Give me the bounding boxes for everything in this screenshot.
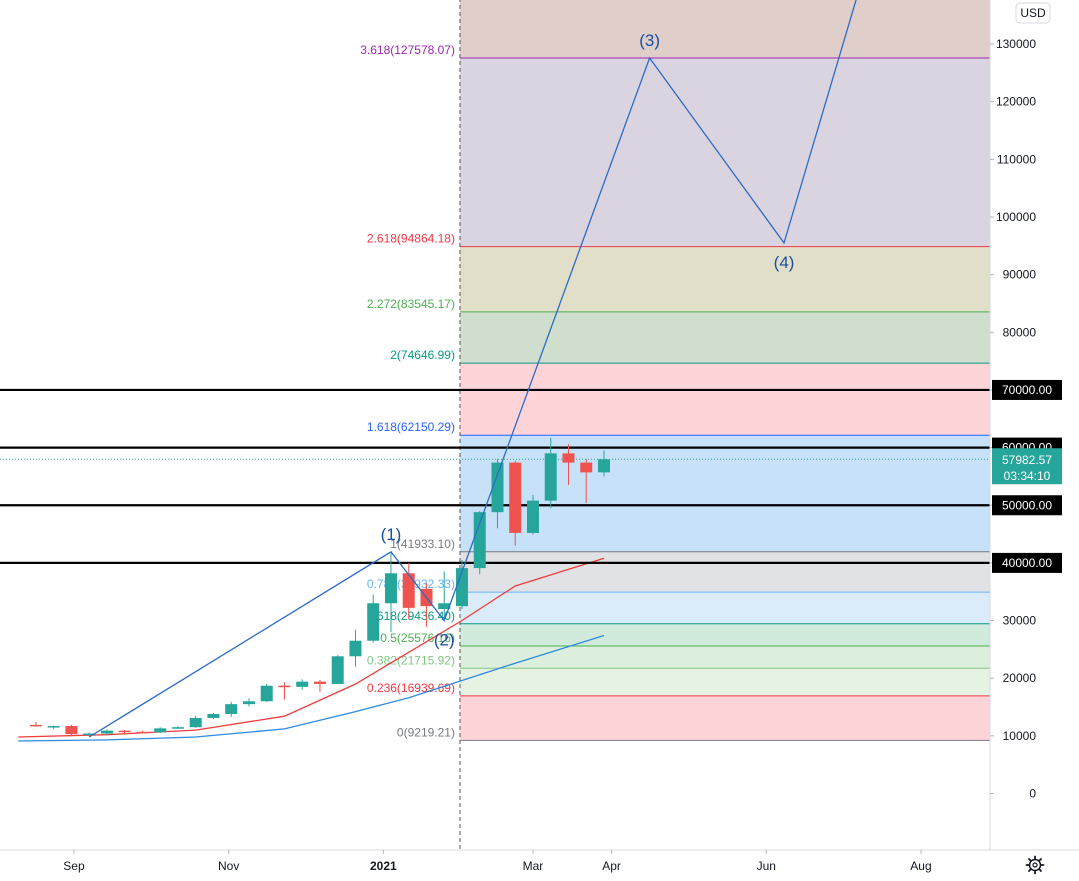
x-tick-label: 2021 xyxy=(370,859,397,873)
fib-zone xyxy=(459,623,990,647)
candle-body xyxy=(278,685,291,688)
price-tag xyxy=(992,379,1062,400)
fib-level-label: 2.272(83545.17) xyxy=(367,297,455,311)
y-tick-label: 90000 xyxy=(1003,268,1037,282)
candlesticks xyxy=(29,437,610,737)
candle-body xyxy=(296,681,309,687)
fib-zone xyxy=(459,646,990,669)
time-axis-background[interactable] xyxy=(0,850,990,881)
moving-average-line xyxy=(18,634,605,742)
x-tick-label: Apr xyxy=(602,859,621,873)
elliott-wave-path[interactable]: (1) (2) (3) (4) xyxy=(88,0,860,738)
x-tick-label: Jun xyxy=(757,859,776,873)
candle-body xyxy=(455,568,468,607)
y-tick-label: 20000 xyxy=(1003,671,1037,685)
candle-body xyxy=(313,681,326,684)
candle-body xyxy=(367,603,380,641)
settings-gear-icon[interactable] xyxy=(1025,855,1045,875)
x-tick-label: Nov xyxy=(218,859,239,873)
candle-body xyxy=(189,717,202,728)
last-price-tag xyxy=(992,448,1062,485)
fib-zone xyxy=(459,668,990,696)
fibonacci-extension[interactable]: 0(9219.21) 0.236(16939.69) 0.382(21715.92)… xyxy=(360,0,990,850)
y-tick-label: 10000 xyxy=(1003,729,1037,743)
fib-level-label: 2(74646.99) xyxy=(390,348,455,362)
fib-level-label: 0.618(29436.40) xyxy=(367,609,455,623)
fib-level-label: 0.5(25576.16) xyxy=(380,631,455,645)
fib-level-label: 2.618(94864.18) xyxy=(367,232,455,246)
y-tick-label: 30000 xyxy=(1003,614,1037,628)
fib-level-label: 1.618(62150.29) xyxy=(367,420,455,434)
candle-body xyxy=(580,462,593,473)
fib-level-label: 0(9219.21) xyxy=(397,725,455,739)
fib-level-label: 1(41933.10) xyxy=(390,537,455,551)
candle-body xyxy=(83,733,96,736)
candle-body xyxy=(29,724,42,727)
y-tick-label: 110000 xyxy=(997,152,1036,166)
fib-zone xyxy=(459,0,990,59)
price-tag-label: 40000.00 xyxy=(1002,556,1052,570)
candle-body xyxy=(154,728,167,733)
y-tick-label: 100000 xyxy=(996,210,1036,224)
y-tick-label: 0 xyxy=(1029,787,1036,801)
candle-body xyxy=(260,685,273,702)
candle-body xyxy=(65,726,78,735)
fib-level-label: 0.236(16939.69) xyxy=(367,681,455,695)
y-tick-label: 80000 xyxy=(1003,325,1037,339)
last-price-value: 57982.57 xyxy=(1002,453,1052,467)
fib-zone xyxy=(459,311,990,364)
candle-body xyxy=(402,573,415,608)
fib-zone xyxy=(459,592,990,624)
wave-line[interactable] xyxy=(88,0,860,738)
wave-label: (4) xyxy=(774,253,795,272)
candle-body xyxy=(544,453,557,501)
price-tag-label: 70000.00 xyxy=(1002,383,1052,397)
fib-zone xyxy=(459,435,990,552)
currency-badge[interactable]: USD xyxy=(1015,2,1051,24)
candle-body xyxy=(331,656,344,684)
candle-body xyxy=(473,512,486,569)
x-tick-label: Aug xyxy=(910,859,931,873)
candle-body xyxy=(47,726,60,728)
fib-level-label: 3.618(127578.07) xyxy=(360,43,455,57)
candle-body xyxy=(509,462,522,533)
candle-body xyxy=(526,500,539,533)
price-tag-label: 50000.00 xyxy=(1002,498,1052,512)
fib-zone xyxy=(459,551,990,593)
price-tag xyxy=(992,495,1062,516)
candle-body xyxy=(207,713,220,718)
x-tick-label: Mar xyxy=(523,859,544,873)
candle-body xyxy=(491,462,504,513)
candle-body xyxy=(562,453,575,463)
fib-level-label: 0.382(21715.92) xyxy=(367,653,455,667)
price-tag xyxy=(992,552,1062,573)
fib-zone xyxy=(459,246,990,312)
wave-label: (3) xyxy=(639,31,660,50)
candle-body xyxy=(225,704,238,714)
candle-body xyxy=(242,701,255,705)
candle-body xyxy=(597,459,610,473)
currency-label: USD xyxy=(1020,6,1046,20)
y-tick-label: 120000 xyxy=(996,95,1036,109)
price-tags: 70000.0060000.0050000.0040000.0057982.57… xyxy=(992,379,1062,573)
fib-zone xyxy=(459,363,990,436)
candle-body xyxy=(384,573,397,604)
x-tick-label: Sep xyxy=(63,859,85,873)
candle-body xyxy=(100,730,113,734)
y-tick-label: 130000 xyxy=(996,37,1036,51)
candle-body xyxy=(136,731,149,734)
horizontal-lines[interactable] xyxy=(0,388,990,565)
fib-zone xyxy=(459,695,990,741)
last-price-countdown: 03:34:10 xyxy=(1004,469,1051,483)
candle-body xyxy=(438,603,451,610)
candle-body xyxy=(349,640,362,657)
fib-zone xyxy=(459,58,990,247)
wave-label: (1) xyxy=(381,525,402,544)
wave-label: (2) xyxy=(434,631,455,650)
candle-body xyxy=(118,730,131,733)
candle-body xyxy=(171,727,184,729)
